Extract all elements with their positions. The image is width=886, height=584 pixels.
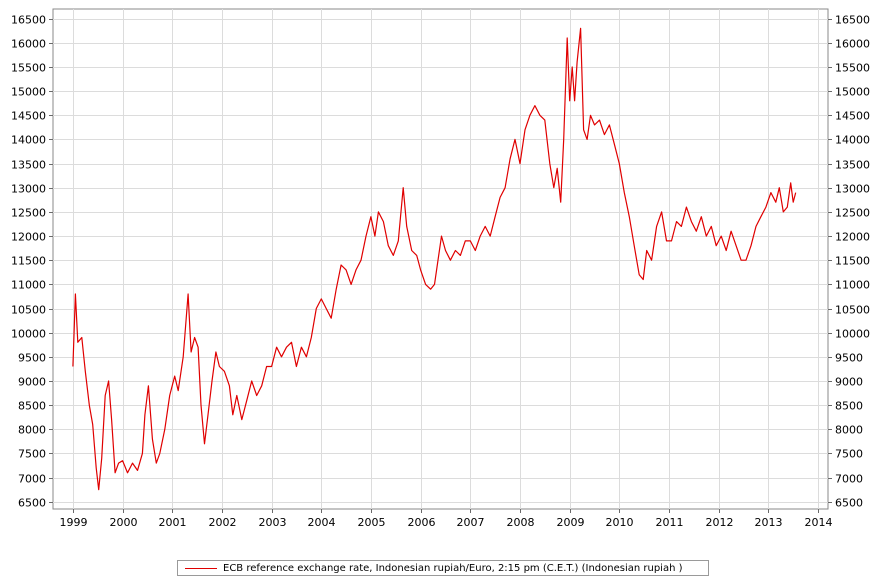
y-tick-label-right: 11500	[835, 255, 870, 268]
x-tick-label: 2006	[408, 516, 436, 529]
y-tick-label-right: 12000	[835, 231, 870, 244]
y-tick-label-left: 9000	[18, 376, 46, 389]
y-tick-label-right: 13000	[835, 183, 870, 196]
y-tick-label-left: 9500	[18, 352, 46, 365]
grid-lines	[53, 9, 828, 509]
y-tick-label-right: 8500	[835, 400, 863, 413]
x-tick-label: 2009	[557, 516, 585, 529]
y-tick-label-right: 15000	[835, 86, 870, 99]
y-tick-label-right: 7500	[835, 448, 863, 461]
y-tick-label-right: 14000	[835, 134, 870, 147]
y-tick-label-left: 11000	[11, 279, 46, 292]
y-tick-label-left: 7000	[18, 473, 46, 486]
x-tick-label: 2004	[308, 516, 336, 529]
x-axis: 1999 2000 2001 2002 2003 2004 2005 2006 2007 2008…	[60, 509, 833, 529]
y-tick-label-left: 14000	[11, 134, 46, 147]
x-tick-label: 2002	[209, 516, 237, 529]
y-tick-label-right: 11000	[835, 279, 870, 292]
y-tick-label-right: 16500	[835, 14, 870, 27]
y-tick-label-right: 8000	[835, 424, 863, 437]
y-tick-label-right: 6500	[835, 497, 863, 510]
y-tick-label-right: 14500	[835, 110, 870, 123]
y-tick-label-left: 15500	[11, 62, 46, 75]
legend-label: ECB reference exchange rate, Indonesian …	[223, 562, 683, 574]
y-tick-label-right: 13500	[835, 159, 870, 172]
y-tick-label-right: 10500	[835, 304, 870, 317]
series-line	[72, 27, 797, 491]
y-tick-label-right: 12500	[835, 207, 870, 220]
y-tick-label-right: 15500	[835, 62, 870, 75]
x-tick-label: 2005	[358, 516, 386, 529]
x-tick-label: 2010	[606, 516, 634, 529]
y-tick-label-right: 9500	[835, 352, 863, 365]
x-tick-label: 2003	[259, 516, 287, 529]
y-tick-label-left: 11500	[11, 255, 46, 268]
legend: ECB reference exchange rate, Indonesian …	[177, 560, 709, 576]
plot-frame	[52, 8, 829, 510]
y-tick-label-left: 6500	[18, 497, 46, 510]
legend-swatch-icon	[185, 567, 217, 569]
x-tick-label: 1999	[60, 516, 88, 529]
x-tick-label: 2012	[706, 516, 734, 529]
x-tick-label: 2011	[656, 516, 684, 529]
y-tick-label-left: 10000	[11, 328, 46, 341]
x-tick-label: 2008	[507, 516, 535, 529]
y-tick-label-left: 8500	[18, 400, 46, 413]
series-layer	[72, 27, 797, 491]
y-tick-label-left: 13000	[11, 183, 46, 196]
y-tick-label-left: 14500	[11, 110, 46, 123]
x-tick-label: 2007	[457, 516, 485, 529]
y-tick-label-left: 16000	[11, 38, 46, 51]
y-tick-label-left: 10500	[11, 304, 46, 317]
y-tick-label-left: 13500	[11, 159, 46, 172]
y-tick-label-left: 16500	[11, 14, 46, 27]
y-tick-label-left: 12500	[11, 207, 46, 220]
y-tick-label-right: 16000	[835, 38, 870, 51]
y-tick-label-right: 10000	[835, 328, 870, 341]
x-tick-label: 2000	[110, 516, 138, 529]
x-tick-label: 2013	[755, 516, 783, 529]
y-tick-label-left: 15000	[11, 86, 46, 99]
x-tick-label: 2014	[805, 516, 833, 529]
y-tick-label-right: 9000	[835, 376, 863, 389]
x-tick-label: 2001	[159, 516, 187, 529]
y-tick-label-right: 7000	[835, 473, 863, 486]
y-tick-label-left: 12000	[11, 231, 46, 244]
y-tick-label-left: 8000	[18, 424, 46, 437]
y-tick-label-left: 7500	[18, 448, 46, 461]
right-y-axis: 6500 7000 7500 8000 8500 9000 9500 10000 10500 11…	[828, 14, 870, 510]
left-y-axis: 6500 7000 7500 8000 8500 9000 9500 10000 10500 11…	[11, 14, 53, 510]
plot-area	[52, 8, 829, 510]
